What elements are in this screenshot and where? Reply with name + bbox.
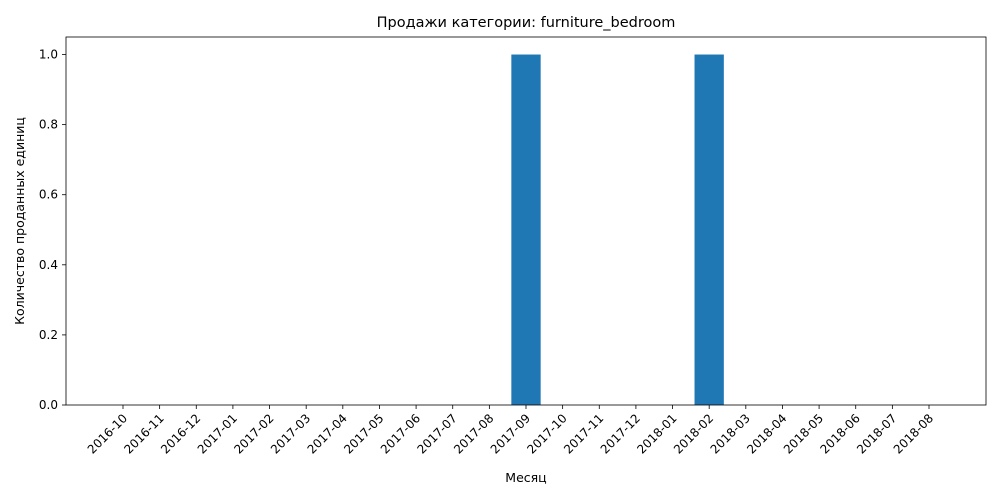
x-tick-label: 2018-08 (891, 411, 936, 456)
chart-title: Продажи категории: furniture_bedroom (377, 15, 676, 31)
y-tick-label: 1.0 (39, 48, 58, 62)
x-axis-label: Месяц (505, 470, 546, 485)
y-tick-label: 0.0 (39, 398, 58, 412)
y-tick-label: 0.4 (39, 258, 58, 272)
x-axis: 2016-102016-112016-122017-012017-022017-… (85, 405, 936, 457)
y-tick-label: 0.8 (39, 118, 58, 132)
bar-2018-02 (694, 54, 724, 406)
y-axis-label: Количество проданных единиц (12, 117, 27, 325)
y-axis: 0.0 0.2 0.4 0.6 0.8 1.0 (39, 48, 66, 412)
y-tick-label: 0.6 (39, 188, 58, 202)
plot-frame (65, 36, 987, 406)
y-tick-label: 0.2 (39, 328, 58, 342)
bars-group (511, 54, 724, 406)
bar-2017-09 (511, 54, 541, 406)
